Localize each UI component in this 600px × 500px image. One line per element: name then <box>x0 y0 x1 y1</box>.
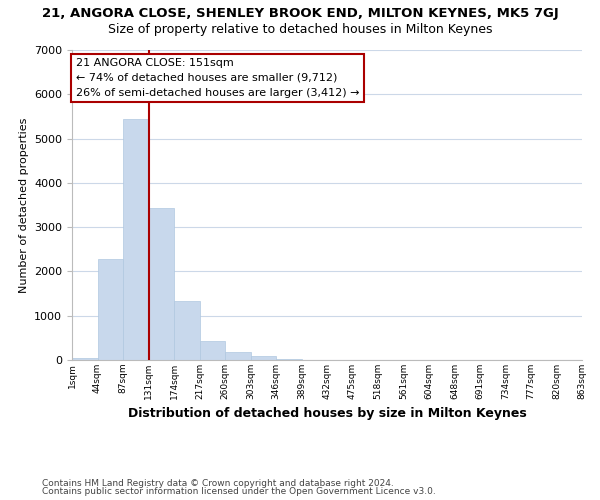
Y-axis label: Number of detached properties: Number of detached properties <box>19 118 29 292</box>
Bar <box>251 356 276 360</box>
Bar <box>123 118 149 360</box>
Text: Size of property relative to detached houses in Milton Keynes: Size of property relative to detached ho… <box>108 22 492 36</box>
Bar <box>225 352 251 360</box>
Bar <box>72 358 97 360</box>
X-axis label: Distribution of detached houses by size in Milton Keynes: Distribution of detached houses by size … <box>128 408 526 420</box>
Text: Contains public sector information licensed under the Open Government Licence v3: Contains public sector information licen… <box>42 487 436 496</box>
Bar <box>199 341 225 360</box>
Bar <box>174 300 199 360</box>
Text: 21, ANGORA CLOSE, SHENLEY BROOK END, MILTON KEYNES, MK5 7GJ: 21, ANGORA CLOSE, SHENLEY BROOK END, MIL… <box>41 8 559 20</box>
Bar <box>149 208 174 360</box>
Bar <box>276 358 302 360</box>
Bar <box>97 259 123 360</box>
Text: Contains HM Land Registry data © Crown copyright and database right 2024.: Contains HM Land Registry data © Crown c… <box>42 478 394 488</box>
Text: 21 ANGORA CLOSE: 151sqm
← 74% of detached houses are smaller (9,712)
26% of semi: 21 ANGORA CLOSE: 151sqm ← 74% of detache… <box>76 58 359 98</box>
